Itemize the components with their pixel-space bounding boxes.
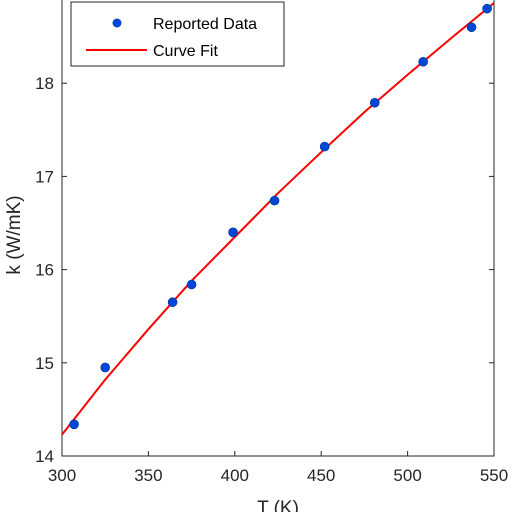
curve-fit-line (61, 2, 495, 436)
y-tick-label: 17 (35, 167, 54, 186)
axes (61, 0, 495, 457)
reported-data-point (228, 227, 238, 238)
reported-data-point (319, 141, 330, 152)
plot-frame (61, 0, 495, 457)
reported-data-point (418, 56, 428, 67)
x-tick-label: 500 (393, 466, 421, 485)
reported-data-point (466, 22, 477, 33)
x-tick-label: 550 (480, 466, 508, 485)
legend: Reported Data Curve Fit (70, 1, 285, 67)
x-ticks: 300 350 400 450 500 550 (48, 451, 508, 485)
y-tick-label: 16 (35, 261, 54, 280)
legend-label-curve-fit: Curve Fit (153, 43, 218, 60)
reported-data-point (167, 297, 178, 308)
x-tick-label: 350 (134, 466, 162, 485)
x-tick-label: 300 (48, 466, 76, 485)
reported-data-point (269, 195, 280, 206)
reported-data-point (69, 419, 79, 430)
x-tick-label: 400 (221, 466, 249, 485)
y-ticks: 141516171819 (35, 74, 494, 466)
y-tick-label: 14 (35, 447, 54, 466)
y-axis-label: k (W/mK) (4, 195, 25, 274)
reported-data-point (186, 279, 197, 290)
reported-data-point (369, 97, 380, 108)
reported-data-layer (69, 3, 492, 430)
x-axis-label: T (K) (257, 498, 299, 512)
reported-data-point (100, 362, 110, 373)
y-tick-label: 15 (35, 354, 54, 373)
reported-data-point (482, 3, 492, 14)
legend-box (70, 1, 285, 67)
legend-marker-reported-data (112, 18, 122, 28)
y-tick-label: 18 (35, 74, 54, 93)
legend-label-reported-data: Reported Data (153, 16, 257, 33)
x-tick-label: 450 (307, 466, 335, 485)
curve-fit-layer (61, 2, 495, 436)
